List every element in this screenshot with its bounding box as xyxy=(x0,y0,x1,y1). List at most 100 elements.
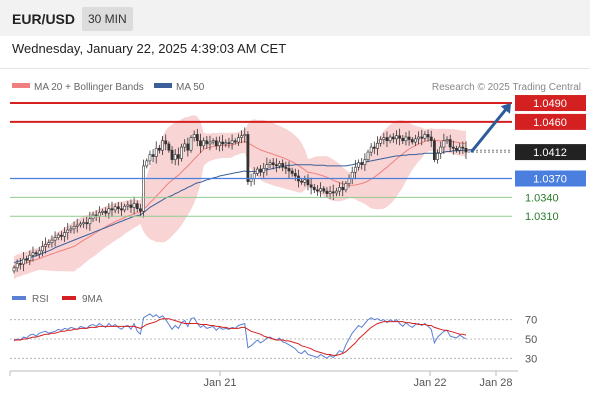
candle-body xyxy=(316,189,319,192)
candle-body xyxy=(132,203,136,208)
candle-body xyxy=(176,154,180,159)
candle-body xyxy=(331,191,335,194)
candle-body xyxy=(455,148,458,151)
candle-body xyxy=(97,212,101,217)
candle-body xyxy=(404,136,408,142)
candle-body xyxy=(211,140,215,143)
candle-body xyxy=(205,140,209,145)
candle-body xyxy=(436,153,439,160)
candle-body xyxy=(113,206,117,211)
candle-body xyxy=(278,163,281,167)
support-label: 1.0340 xyxy=(525,192,559,204)
support-label: 1.0310 xyxy=(525,211,559,223)
candle-body xyxy=(420,136,424,139)
candle-body xyxy=(148,154,152,162)
candle-body xyxy=(243,134,247,137)
candle-body xyxy=(458,146,462,151)
candle-body xyxy=(126,204,130,207)
candle-body xyxy=(221,141,225,145)
candle-body xyxy=(312,187,316,191)
x-tick-label: Jan 28 xyxy=(479,377,512,389)
candle-body xyxy=(31,252,35,256)
candle-body xyxy=(107,208,111,214)
candle-body xyxy=(101,210,104,213)
candle-body xyxy=(300,180,304,183)
candle-body xyxy=(25,258,29,261)
candle-body xyxy=(407,136,411,140)
rsi-legend-label: RSI xyxy=(32,294,49,305)
candle-body xyxy=(464,148,468,153)
candle-body xyxy=(161,140,164,151)
candle-body xyxy=(252,173,256,179)
ma20-line xyxy=(13,139,467,269)
candle-body xyxy=(366,151,370,160)
candle-body xyxy=(303,179,307,183)
timeframe-button[interactable]: 30 MIN xyxy=(82,7,133,31)
candle-body xyxy=(240,135,243,138)
candle-body xyxy=(34,252,38,255)
candle-body xyxy=(344,183,348,191)
candle-body xyxy=(451,146,455,149)
candle-body xyxy=(22,258,25,265)
candle-body xyxy=(116,206,120,209)
candle-body xyxy=(319,188,323,192)
candle-body xyxy=(350,171,354,179)
rsi-legend: RSI 9MA xyxy=(12,294,103,305)
candle-body xyxy=(110,208,114,211)
candle-body xyxy=(259,168,262,173)
candle-body xyxy=(53,237,57,241)
candle-body xyxy=(224,142,228,145)
candle-body xyxy=(157,148,161,151)
candle-body xyxy=(284,166,288,169)
candle-body xyxy=(41,246,44,252)
rsi-legend-swatch xyxy=(12,296,26,300)
candle-body xyxy=(227,142,231,144)
candle-body xyxy=(142,165,146,212)
candle-body xyxy=(104,210,108,214)
candle-body xyxy=(461,146,465,149)
ma9-legend-label: 9MA xyxy=(82,294,103,305)
price-levels: 1.0490 1.0460 1.0412 1.0370 1.0340 1.0310 xyxy=(10,95,586,223)
candle-body xyxy=(328,191,332,194)
candle-body xyxy=(18,263,22,265)
candle-body xyxy=(414,138,417,143)
candle-body xyxy=(372,146,376,149)
candle-body xyxy=(154,148,158,157)
candle-body xyxy=(139,208,142,212)
candle-body xyxy=(195,134,199,142)
forecast-arrow-shaft xyxy=(470,108,507,153)
candle-body xyxy=(379,139,383,144)
candle-body xyxy=(63,232,66,237)
candle-body xyxy=(214,140,218,147)
candle-body xyxy=(426,134,430,138)
resistance-label-box xyxy=(515,95,586,112)
candle-body xyxy=(135,203,139,209)
candle-body xyxy=(44,244,48,247)
ma50-line xyxy=(13,149,473,264)
candle-body xyxy=(417,136,420,140)
candle-body xyxy=(357,162,360,168)
candle-body xyxy=(341,187,345,191)
chart-legend: MA 20 + Bollinger Bands MA 50 xyxy=(12,82,205,93)
chart-header: EUR/USD 30 MIN xyxy=(0,0,590,36)
candle-body xyxy=(202,140,206,147)
candle-body xyxy=(271,162,275,165)
candle-body xyxy=(306,179,310,186)
candle-body xyxy=(60,234,63,237)
rsi-tick-label: 50 xyxy=(525,334,537,346)
ma9-legend-swatch xyxy=(62,296,76,300)
x-axis: Jan 21 Jan 22 Jan 28 xyxy=(203,371,513,389)
candle-body xyxy=(268,162,272,165)
pivot-label-box xyxy=(515,170,586,187)
credit-text: Research © 2025 Trading Central xyxy=(432,82,581,93)
candle-body xyxy=(12,267,16,272)
candle-body xyxy=(369,146,373,153)
candle-body xyxy=(66,229,70,233)
candle-body xyxy=(186,143,190,151)
candle-body xyxy=(164,140,168,145)
header-divider xyxy=(0,68,590,69)
rsi-line xyxy=(13,313,467,359)
candle-body xyxy=(262,168,266,173)
candle-body xyxy=(265,164,269,169)
candle-body xyxy=(72,226,76,230)
